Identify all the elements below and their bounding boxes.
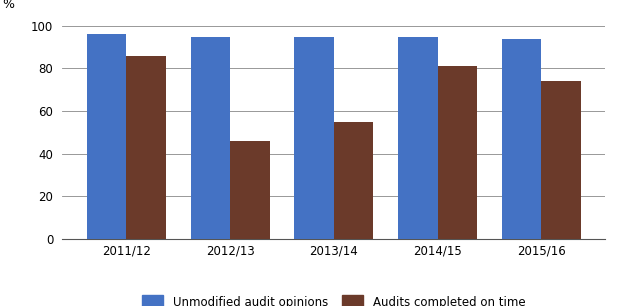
Bar <box>127 56 166 239</box>
Bar <box>191 37 230 239</box>
Bar <box>541 81 580 239</box>
Bar <box>502 39 541 239</box>
Bar <box>398 37 437 239</box>
Bar <box>437 66 477 239</box>
Bar <box>295 37 334 239</box>
Text: %: % <box>2 0 15 11</box>
Legend: Unmodified audit opinions, Audits completed on time: Unmodified audit opinions, Audits comple… <box>136 289 532 306</box>
Bar <box>230 141 270 239</box>
Bar <box>334 122 373 239</box>
Bar <box>87 35 127 239</box>
